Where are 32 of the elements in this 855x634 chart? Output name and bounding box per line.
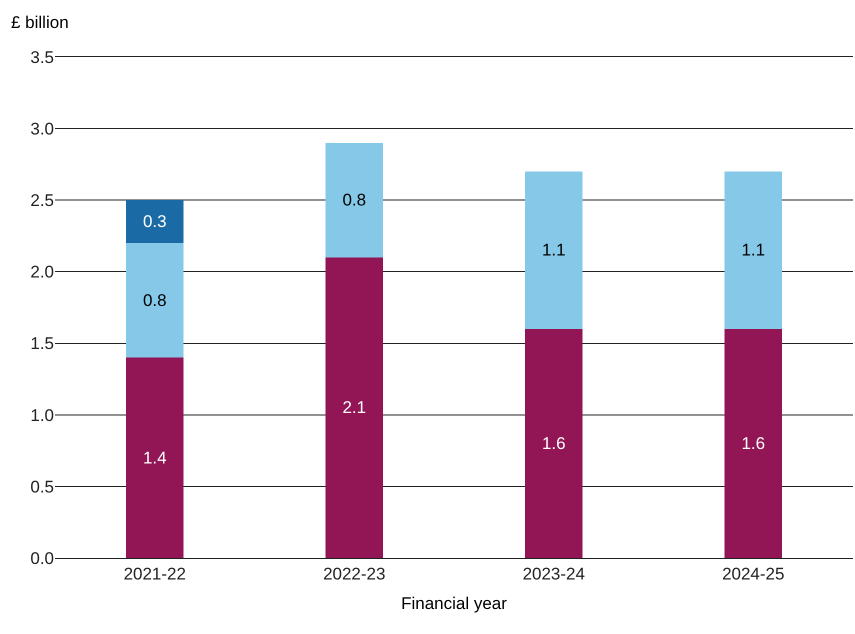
bar: [524, 172, 583, 329]
x-tick-label: 2022-23: [323, 564, 386, 584]
bar: [126, 243, 184, 358]
data-label: 1.4: [142, 448, 167, 468]
y-tick-label: 2.5: [30, 191, 54, 210]
data-label: 1.1: [542, 240, 566, 260]
bar: [126, 358, 184, 558]
bar: [724, 172, 782, 329]
y-tick-label: 3.5: [30, 48, 54, 67]
x-axis-title: Financial year: [401, 594, 508, 613]
data-label: 1.1: [741, 240, 766, 260]
y-tick-label: 3.0: [30, 120, 54, 139]
y-tick-label: 2.0: [30, 262, 54, 282]
data-label: 1.6: [741, 434, 766, 453]
x-tick-label: 2021-22: [124, 564, 186, 584]
data-label: 0.8: [342, 190, 366, 210]
x-tick-label: 2023-24: [522, 564, 585, 584]
data-label: 0.8: [142, 290, 167, 310]
y-tick-label: 0.5: [30, 477, 54, 496]
y-axis-title: £ billion: [11, 13, 69, 32]
bar: [126, 200, 184, 244]
bar: [724, 328, 782, 558]
y-tick-label: 0.0: [30, 548, 54, 568]
y-tick-label: 1.0: [30, 406, 54, 425]
data-label: 1.6: [542, 434, 566, 453]
bar: [325, 142, 384, 258]
y-tick-label: 1.5: [30, 334, 54, 354]
data-label: 0.3: [142, 212, 167, 232]
x-tick-label: 2024-25: [722, 564, 784, 584]
bar: [325, 257, 384, 558]
bar: [524, 328, 583, 558]
data-label: 2.1: [342, 398, 366, 418]
